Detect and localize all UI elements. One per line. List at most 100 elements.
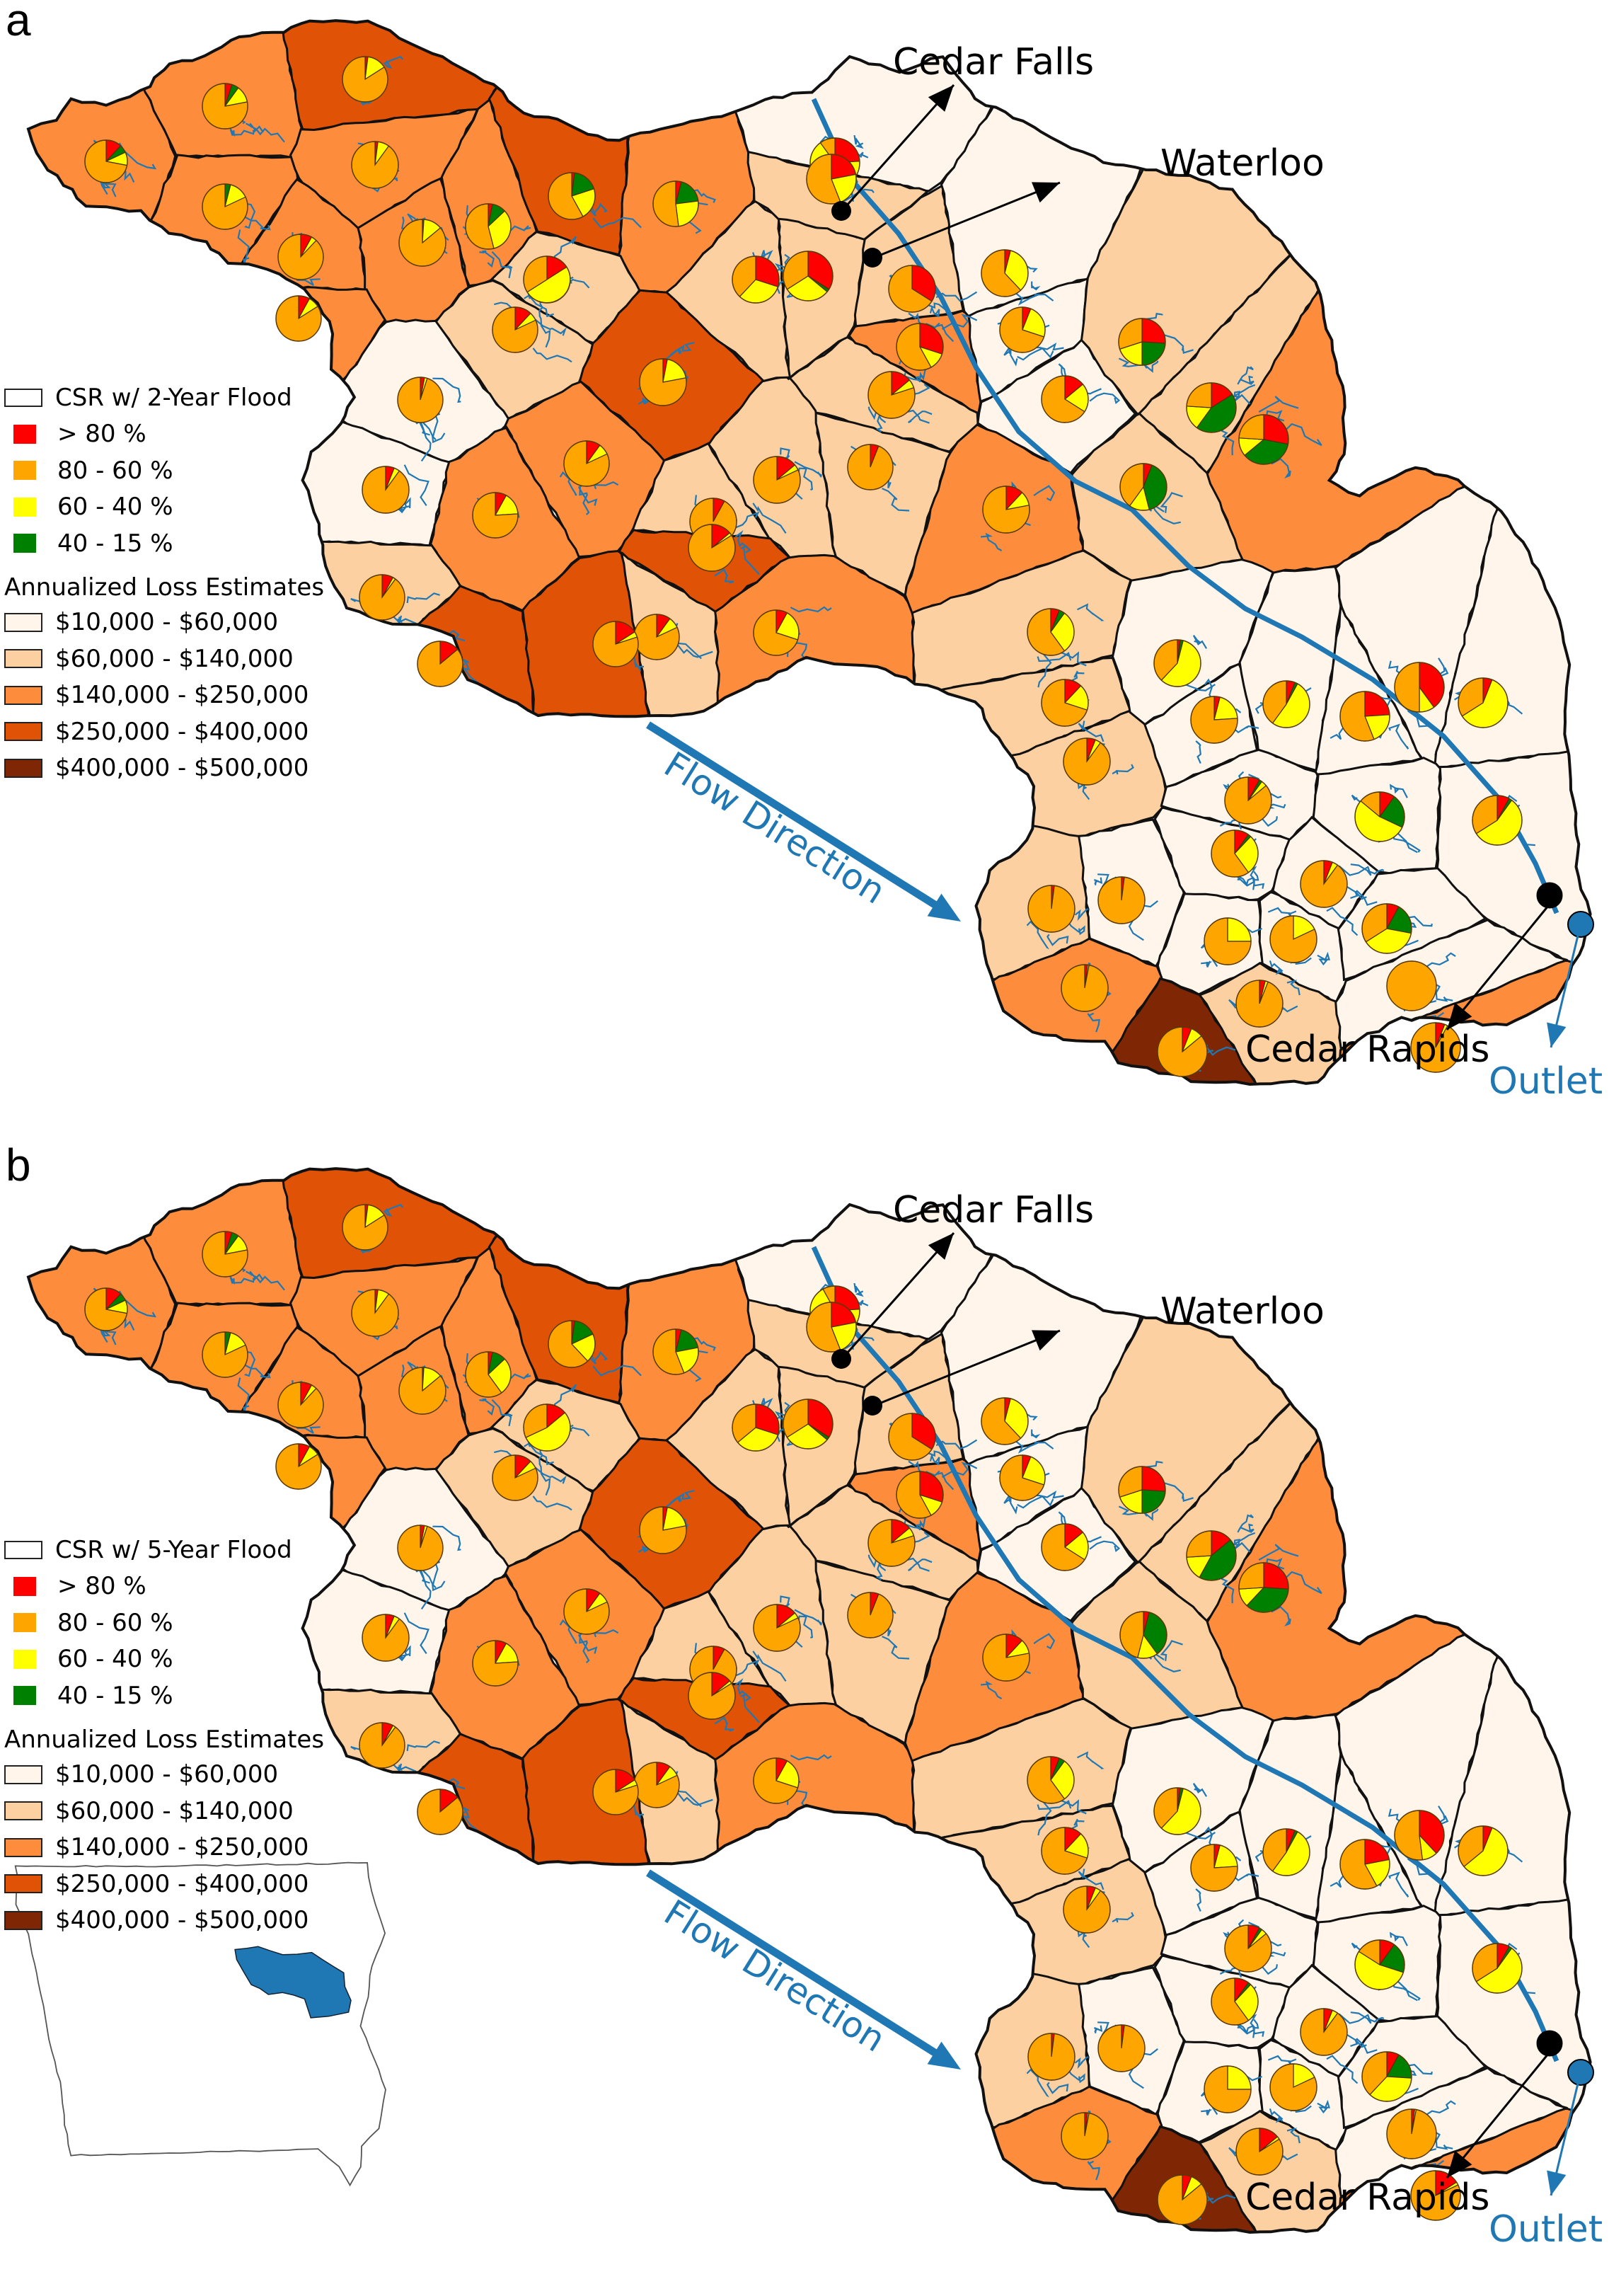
pie-outline (1041, 1827, 1089, 1875)
pie-chart (548, 172, 596, 220)
pie-outline (275, 1443, 322, 1490)
pie-chart (639, 358, 687, 406)
legend-label: $10,000 - $60,000 (55, 608, 279, 637)
pie-outline (999, 306, 1046, 353)
pie-outline (202, 183, 248, 230)
legend-item-csr: 40 - 15 % (4, 1677, 324, 1714)
arrowhead-icon (1447, 1002, 1472, 1030)
stream (211, 189, 271, 264)
pie-outline (397, 377, 444, 423)
pie-chart (1027, 885, 1075, 933)
label-waterloo: Waterloo (1160, 1290, 1325, 1333)
pie-chart (1041, 375, 1089, 423)
pie-outline (592, 621, 639, 667)
pie-chart (472, 1640, 519, 1687)
legend-label: $60,000 - $140,000 (55, 644, 294, 673)
pie-outline (359, 1722, 405, 1769)
pie-chart (465, 1351, 512, 1398)
legend-label: $400,000 - $500,000 (55, 1906, 309, 1935)
stream (752, 447, 823, 534)
pie-chart (1354, 791, 1405, 842)
legend-label: 60 - 40 % (57, 1645, 173, 1674)
pie-chart (847, 444, 894, 490)
pie-chart (753, 1757, 800, 1804)
pie-outline (1061, 964, 1109, 1012)
pie-chart (351, 1289, 399, 1337)
leader-line (846, 84, 955, 206)
pie-outline (1300, 860, 1348, 908)
legend-swatch (4, 758, 42, 778)
pie-chart (548, 1320, 596, 1368)
arrowhead-icon (928, 85, 954, 112)
pie-outline (867, 371, 916, 419)
legend-loss-classes: $10,000 - $60,000 $60,000 - $140,000 $140,… (4, 1757, 324, 1939)
pie-chart (523, 256, 571, 304)
pie-outline (362, 1614, 410, 1662)
pie-chart (753, 609, 800, 656)
pie-chart (1063, 1885, 1111, 1934)
pie-chart (1211, 1978, 1259, 2026)
pie-chart (847, 1592, 894, 1638)
pie-outline (1119, 1611, 1167, 1659)
legend-swatch (4, 1874, 42, 1894)
arrowhead-icon (927, 2041, 961, 2070)
pie-chart (1190, 696, 1238, 744)
pie-outline (351, 141, 399, 189)
pie-outline (1394, 662, 1445, 713)
stream (1209, 366, 1256, 456)
legend-label: $10,000 - $60,000 (55, 1760, 279, 1789)
pie-outline (548, 172, 596, 220)
pie-outline (1269, 915, 1317, 963)
stream (211, 1337, 271, 1412)
pie-outline (397, 1525, 444, 1571)
pie-outline (847, 444, 894, 490)
label-flow-direction: Flow Direction (657, 1892, 893, 2060)
pie-outline (1118, 318, 1166, 366)
pie-chart (688, 1672, 736, 1720)
legend-csr-title: CSR w/ 5-Year Flood (55, 1535, 292, 1564)
pie-chart (1269, 915, 1317, 963)
stream (1037, 1751, 1105, 1836)
legend-outline-swatch (4, 388, 42, 407)
flow-arrow (646, 1869, 950, 2065)
pie-outline (1339, 1839, 1390, 1890)
main-river (811, 98, 1559, 914)
pie-chart (1262, 680, 1310, 728)
subbasin-polygon (609, 792, 1090, 1085)
subbasin-polygon (618, 529, 792, 614)
pie-outline (982, 1634, 1030, 1682)
pie-outline (1238, 1562, 1289, 1613)
pie-chart (982, 486, 1030, 534)
pie-chart (397, 377, 444, 423)
pie-chart (342, 1204, 388, 1251)
pie-outline (202, 83, 248, 130)
subbasin-polygon (713, 553, 916, 960)
legend-item-loss: $140,000 - $250,000 (4, 1830, 324, 1866)
stream (1326, 863, 1385, 936)
pie-outline (1157, 2174, 1208, 2225)
flow-arrow (646, 721, 950, 917)
pie-outline (342, 1204, 388, 1251)
legend: CSR w/ 5-Year Flood > 80 % 80 - 60 % 60 - … (4, 1532, 324, 1939)
legend-item-loss: $140,000 - $250,000 (4, 677, 324, 714)
stream (1026, 908, 1089, 950)
legend-item-loss: $60,000 - $140,000 (4, 641, 324, 677)
pie-outline (563, 440, 610, 487)
pie-chart (1394, 1810, 1445, 1861)
pie-outline (592, 1769, 639, 1815)
stream (1037, 603, 1105, 688)
pie-outline (1204, 917, 1252, 965)
pie-chart (896, 1471, 944, 1519)
legend-label: $250,000 - $400,000 (55, 1869, 309, 1898)
pie-chart (1224, 776, 1272, 825)
pie-outline (1235, 2128, 1284, 2176)
pie-chart (652, 180, 699, 227)
pie-outline (472, 1640, 519, 1687)
pie-outline (523, 1404, 571, 1452)
city-marker-cedar-falls (831, 201, 851, 221)
pie-outline (277, 234, 324, 280)
pie-chart (1394, 662, 1445, 713)
main-river (811, 1246, 1559, 2062)
pie-outline (888, 265, 936, 313)
pie-chart (639, 1506, 687, 1554)
